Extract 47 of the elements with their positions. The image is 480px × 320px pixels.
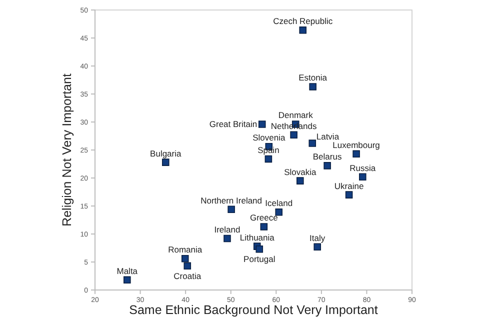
point (162, 158, 170, 166)
annotation: Greece (250, 212, 278, 223)
annotation: Great Britain (209, 119, 258, 130)
annotation: Spain (258, 144, 280, 155)
point (309, 83, 316, 90)
point (256, 245, 264, 253)
point (314, 243, 321, 251)
annotation: Lithuania (240, 232, 275, 242)
point (124, 276, 131, 284)
point (299, 26, 306, 34)
annotation: Slovenia (252, 132, 286, 143)
point (275, 208, 282, 216)
annotation: Russia (350, 162, 376, 173)
annotation: Ukraine (334, 180, 364, 191)
annotation: Luxembourg (332, 140, 380, 150)
annotation: Italy (310, 232, 326, 243)
point (258, 120, 266, 128)
point (345, 191, 353, 198)
annotation: Iceland (265, 198, 293, 208)
annotation: Netherlands (270, 120, 317, 131)
annotation: Ireland (214, 224, 240, 234)
annotation: Denmark (278, 110, 314, 120)
annotation: Slovakia (284, 166, 316, 177)
annotation: Croatia (174, 270, 202, 281)
point (308, 140, 316, 147)
annotation: Estonia (298, 72, 328, 83)
annotation: Bulgaria (150, 148, 182, 158)
point (184, 262, 192, 270)
point (290, 131, 298, 139)
annotation: Latvia (316, 131, 340, 142)
annotation: Belarus (312, 152, 342, 162)
point (260, 223, 268, 230)
point (181, 255, 189, 262)
annotation: Northern Ireland (200, 195, 262, 206)
point (296, 177, 304, 184)
y-axis-title: Religion Not Very Important (60, 73, 74, 226)
point (352, 150, 360, 158)
point (359, 173, 366, 181)
annotation: Czech Republic (273, 16, 334, 26)
point (224, 234, 231, 242)
point (228, 206, 235, 213)
annotation: Romania (168, 244, 202, 255)
point (264, 155, 272, 163)
x-axis-title: Same Ethnic Background Not Very Important (129, 303, 378, 317)
annotation: Portugal (244, 254, 276, 264)
point (324, 162, 331, 170)
annotation: Malta (116, 266, 138, 276)
